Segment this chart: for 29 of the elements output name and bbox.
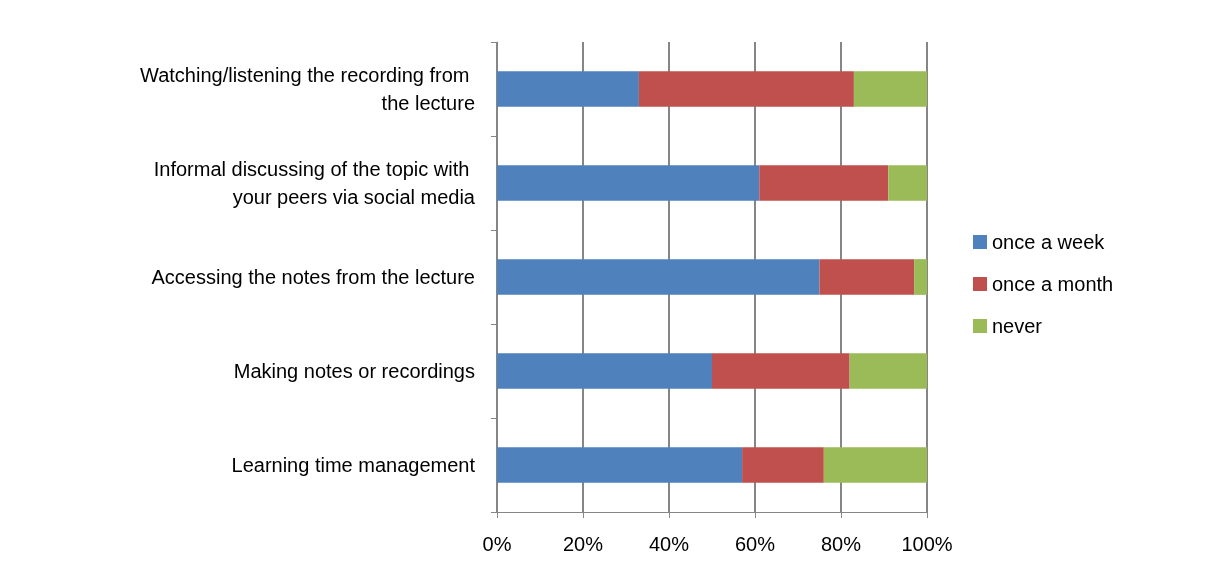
bar <box>819 259 915 295</box>
y-tick-label: Accessing the notes from the lecture <box>151 266 475 288</box>
y-tick-label: Learning time management <box>231 454 476 476</box>
legend-label: once a week <box>992 231 1106 253</box>
x-tick-label: 20% <box>562 533 604 555</box>
legend-label: once a month <box>992 273 1114 295</box>
bar <box>853 71 927 107</box>
bar <box>888 165 927 201</box>
bar <box>742 447 824 483</box>
bar <box>712 353 850 389</box>
bar <box>497 165 760 201</box>
bar <box>497 259 820 295</box>
bar <box>914 259 927 295</box>
bar <box>638 71 854 107</box>
y-tick-label: Making notes or recordings <box>233 360 475 382</box>
x-tick-label: 60% <box>734 533 776 555</box>
bar <box>497 447 743 483</box>
x-tick-label: 0% <box>482 533 512 555</box>
bar <box>759 165 889 201</box>
x-tick-label: 80% <box>820 533 862 555</box>
x-tick-label: 40% <box>648 533 690 555</box>
bar <box>849 353 927 389</box>
bar <box>497 71 639 107</box>
y-tick-label: Watching/listening the recording from the lecture <box>140 64 475 114</box>
bar <box>823 447 927 483</box>
bar <box>497 353 712 389</box>
x-tick-label: 100% <box>901 533 953 555</box>
y-tick-label: Informal discussing of the topic with your peers via social media <box>153 158 476 208</box>
legend-label: never <box>992 315 1043 337</box>
